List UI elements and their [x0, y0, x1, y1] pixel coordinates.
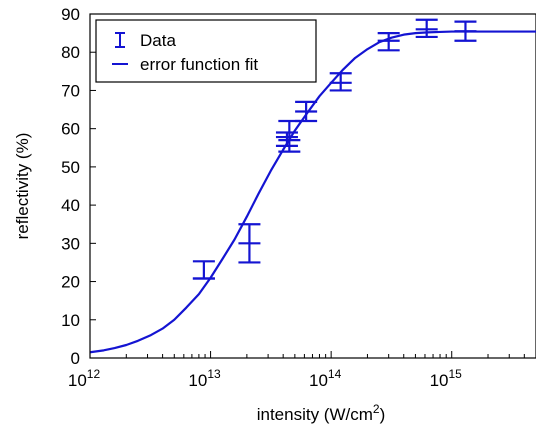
- y-tick-label: 20: [61, 273, 80, 292]
- y-tick-label: 80: [61, 43, 80, 62]
- y-tick-label: 30: [61, 234, 80, 253]
- x-tick-label-base: 10: [68, 371, 87, 390]
- legend-label-data: Data: [140, 31, 176, 50]
- y-tick-label: 10: [61, 311, 80, 330]
- error-bar-point: [377, 32, 400, 52]
- y-tick-label: 60: [61, 120, 80, 139]
- y-tick-label: 50: [61, 158, 80, 177]
- legend-item-fit: error function fit: [112, 55, 258, 74]
- error-bar-point: [238, 223, 261, 264]
- fit-line: [89, 30, 536, 354]
- legend-label-fit: error function fit: [140, 55, 258, 74]
- x-tick-label-exponent: 12: [87, 367, 101, 381]
- error-bar-point: [278, 119, 301, 153]
- y-axis-label: reflectivity (%): [13, 133, 32, 240]
- plot-area-frame: [89, 13, 536, 359]
- legend-errorbar-glyph: [115, 32, 125, 48]
- y-tick-label: 70: [61, 81, 80, 100]
- x-tick-label: 1014: [309, 367, 342, 390]
- error-bar-point: [329, 72, 352, 92]
- error-bar-point: [454, 20, 477, 42]
- legend-item-data: Data: [115, 31, 176, 50]
- error-bar-point: [295, 100, 318, 123]
- x-axis-label-text: intensity (W/cm: [257, 405, 373, 424]
- error-bar-point: [192, 260, 215, 280]
- y-tick-label: 0: [71, 349, 80, 368]
- error-bar-point: [275, 131, 298, 147]
- x-axis-label: intensity (W/cm2): [257, 402, 386, 424]
- x-tick-label: 1015: [430, 367, 463, 390]
- x-tick-label: 1013: [188, 367, 221, 390]
- y-tick-label: 40: [61, 196, 80, 215]
- legend-box: [95, 19, 317, 83]
- x-tick-label-base: 10: [309, 371, 328, 390]
- error-bar-point: [415, 18, 438, 39]
- x-tick-label-exponent: 13: [207, 367, 221, 381]
- x-tick-label-exponent: 14: [328, 367, 342, 381]
- x-tick-label-exponent: 15: [449, 367, 463, 381]
- x-tick-label-base: 10: [430, 371, 449, 390]
- x-tick-label: 1012: [68, 367, 101, 390]
- y-tick-label: 90: [61, 5, 80, 24]
- x-axis-label-superscript: 2: [373, 402, 380, 416]
- x-axis-label-end: ): [380, 405, 386, 424]
- x-tick-label-base: 10: [188, 371, 207, 390]
